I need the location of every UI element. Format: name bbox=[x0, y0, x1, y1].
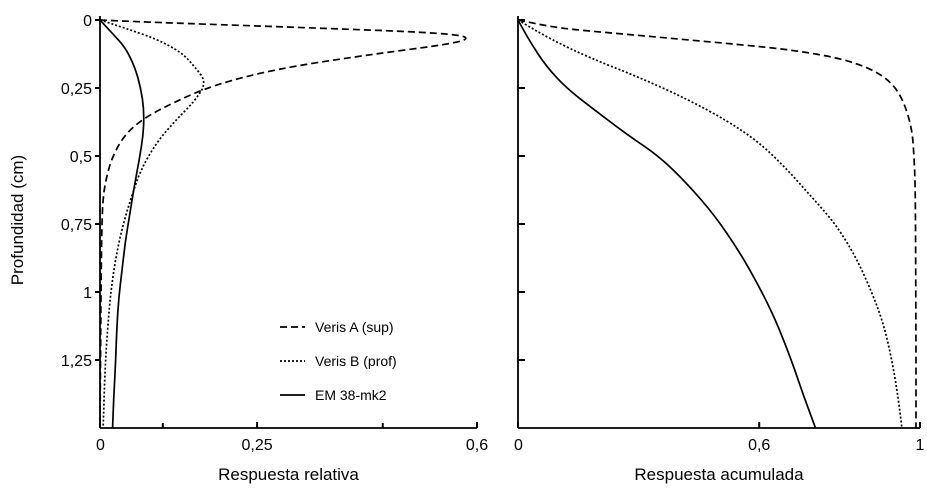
y-tick-label: 0,5 bbox=[70, 149, 92, 166]
y-tick-label: 0,25 bbox=[61, 81, 92, 98]
x-axis-title: Respuesta relativa bbox=[218, 465, 359, 484]
series-line-dashed bbox=[517, 19, 917, 428]
x-tick-label: 0,25 bbox=[242, 437, 273, 454]
x-axis-title: Respuesta acumulada bbox=[634, 465, 804, 484]
cumulative-response-panel: 0 0,6 1 Respuesta acumulada bbox=[514, 16, 925, 484]
y-tick-label: 1,25 bbox=[61, 353, 92, 370]
x-tick-label: 0 bbox=[514, 437, 523, 454]
legend-label: Veris B (prof) bbox=[315, 353, 397, 369]
legend-label: EM 38-mk2 bbox=[315, 387, 387, 403]
x-tick-label: 1 bbox=[916, 437, 925, 454]
series-line-dashed bbox=[99, 19, 467, 429]
x-tick-label: 0 bbox=[96, 437, 105, 454]
series-line-dotted bbox=[99, 19, 205, 429]
x-tick-label: 0,6 bbox=[466, 437, 488, 454]
series-line-solid bbox=[99, 19, 145, 429]
series-line-solid bbox=[517, 19, 817, 429]
y-tick-label: 0,75 bbox=[61, 217, 92, 234]
legend-label: Veris A (sup) bbox=[315, 319, 394, 335]
y-axis-title: Profundidad (cm) bbox=[8, 155, 27, 285]
y-tick-label: 1 bbox=[83, 285, 92, 302]
relative-response-panel: 0 0,25 0,5 0,75 1 1,25 0 0,25 0,6 Respuesta relat… bbox=[61, 13, 488, 484]
x-tick-label: 0,6 bbox=[748, 437, 770, 454]
series-line-dotted bbox=[517, 19, 903, 429]
y-tick-label: 0 bbox=[83, 13, 92, 30]
